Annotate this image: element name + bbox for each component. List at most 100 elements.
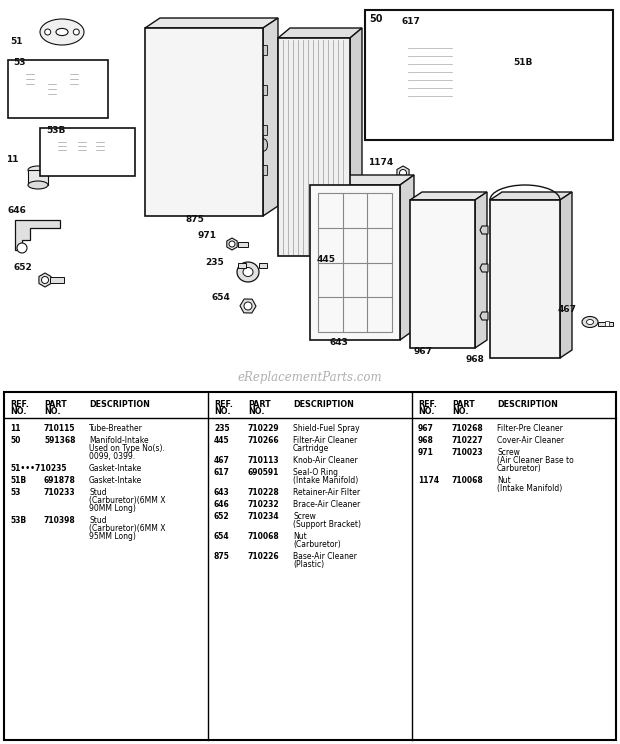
- Text: Brace-Air Cleaner: Brace-Air Cleaner: [293, 500, 360, 509]
- Text: NO.: NO.: [452, 407, 469, 416]
- Ellipse shape: [582, 316, 598, 327]
- Text: Carburetor): Carburetor): [497, 464, 542, 473]
- Text: 968: 968: [418, 436, 434, 445]
- Text: 875: 875: [214, 552, 230, 561]
- Text: 445: 445: [214, 436, 229, 445]
- Circle shape: [229, 241, 235, 247]
- Ellipse shape: [408, 91, 452, 109]
- Text: Retainer-Air Filter: Retainer-Air Filter: [293, 488, 360, 497]
- Text: NO.: NO.: [214, 407, 231, 416]
- Text: 53: 53: [10, 488, 20, 497]
- Bar: [58, 138, 66, 156]
- Polygon shape: [263, 18, 278, 216]
- Ellipse shape: [28, 181, 48, 189]
- Text: Screw: Screw: [293, 512, 316, 521]
- Ellipse shape: [56, 28, 68, 36]
- Text: 646: 646: [8, 206, 27, 215]
- Text: 235: 235: [205, 258, 224, 267]
- Ellipse shape: [536, 66, 554, 77]
- Text: Gasket-Intake: Gasket-Intake: [89, 464, 142, 473]
- Text: 646: 646: [214, 500, 230, 509]
- Bar: [410, 200, 475, 348]
- Text: 591368: 591368: [44, 436, 76, 445]
- Text: (Intake Manifold): (Intake Manifold): [293, 476, 358, 485]
- Text: 90MM Long): 90MM Long): [89, 504, 136, 513]
- Text: (Plastic): (Plastic): [293, 560, 324, 569]
- Text: 968: 968: [465, 355, 484, 364]
- Bar: [318, 193, 392, 332]
- Text: 710068: 710068: [452, 476, 484, 485]
- Text: (Carburetor)(6MM X: (Carburetor)(6MM X: [89, 524, 166, 533]
- Bar: [40, 128, 135, 176]
- Bar: [261, 85, 267, 95]
- Circle shape: [399, 170, 407, 176]
- Text: 967: 967: [418, 424, 434, 433]
- Text: (Air Cleaner Base to: (Air Cleaner Base to: [497, 456, 574, 465]
- Text: 467: 467: [214, 456, 230, 465]
- Text: Used on Type No(s).: Used on Type No(s).: [89, 444, 165, 453]
- Polygon shape: [480, 312, 488, 320]
- Bar: [145, 28, 263, 216]
- Text: 643: 643: [214, 488, 230, 497]
- Polygon shape: [400, 175, 414, 340]
- Ellipse shape: [528, 61, 562, 83]
- Text: Nut: Nut: [293, 532, 307, 541]
- Ellipse shape: [40, 19, 84, 45]
- Text: Stud: Stud: [89, 488, 107, 497]
- Text: Manifold-Intake: Manifold-Intake: [89, 436, 149, 445]
- Bar: [28, 170, 48, 185]
- Text: Knob-Air Cleaner: Knob-Air Cleaner: [293, 456, 358, 465]
- Bar: [310, 185, 400, 340]
- Circle shape: [244, 302, 252, 310]
- Circle shape: [528, 68, 536, 75]
- Text: NO.: NO.: [418, 407, 435, 416]
- Text: NO.: NO.: [44, 407, 61, 416]
- Text: 51•••710235: 51•••710235: [10, 464, 66, 473]
- Text: 971: 971: [198, 231, 217, 240]
- Text: 50: 50: [10, 436, 20, 445]
- Text: Stud: Stud: [89, 516, 107, 525]
- Text: 1174: 1174: [418, 476, 439, 485]
- Text: (Intake Manifold): (Intake Manifold): [497, 484, 562, 493]
- Text: (Carburetor)(6MM X: (Carburetor)(6MM X: [89, 496, 166, 505]
- Bar: [598, 322, 613, 326]
- Text: 710234: 710234: [248, 512, 280, 521]
- Text: DESCRIPTION: DESCRIPTION: [89, 400, 150, 409]
- Text: 710227: 710227: [452, 436, 484, 445]
- Text: 710115: 710115: [44, 424, 76, 433]
- Polygon shape: [278, 28, 362, 38]
- Text: Nut: Nut: [497, 476, 511, 485]
- Text: 652: 652: [13, 263, 32, 272]
- Polygon shape: [15, 220, 60, 250]
- Circle shape: [45, 29, 51, 35]
- Text: 691878: 691878: [44, 476, 76, 485]
- Ellipse shape: [587, 319, 593, 324]
- Text: 51B: 51B: [10, 476, 26, 485]
- Text: 690591: 690591: [248, 468, 280, 477]
- Bar: [238, 263, 246, 268]
- Bar: [490, 200, 560, 358]
- Text: 654: 654: [212, 293, 231, 302]
- Text: 445: 445: [317, 255, 336, 264]
- Bar: [261, 125, 267, 135]
- Text: (Support Bracket): (Support Bracket): [293, 520, 361, 529]
- Text: 50: 50: [369, 14, 383, 24]
- Ellipse shape: [28, 166, 48, 174]
- Ellipse shape: [260, 139, 267, 151]
- Circle shape: [42, 277, 48, 283]
- Bar: [278, 38, 350, 256]
- Bar: [261, 165, 267, 175]
- Text: 1174: 1174: [368, 158, 393, 167]
- Bar: [261, 45, 267, 55]
- Text: NO.: NO.: [10, 407, 27, 416]
- Polygon shape: [410, 192, 487, 200]
- Text: PART: PART: [452, 400, 475, 409]
- Text: Base-Air Cleaner: Base-Air Cleaner: [293, 552, 357, 561]
- Text: Filter-Pre Cleaner: Filter-Pre Cleaner: [497, 424, 563, 433]
- Text: 11: 11: [10, 424, 20, 433]
- Bar: [70, 70, 78, 90]
- Polygon shape: [310, 175, 414, 185]
- Bar: [48, 80, 56, 100]
- Polygon shape: [431, 252, 453, 288]
- Text: 53: 53: [13, 58, 25, 67]
